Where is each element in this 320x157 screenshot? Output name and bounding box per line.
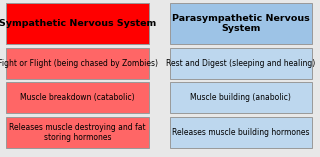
- FancyBboxPatch shape: [170, 3, 312, 44]
- FancyBboxPatch shape: [170, 48, 312, 78]
- FancyBboxPatch shape: [170, 82, 312, 113]
- FancyBboxPatch shape: [6, 48, 149, 78]
- FancyBboxPatch shape: [6, 82, 149, 113]
- Text: Muscle building (anabolic): Muscle building (anabolic): [190, 93, 291, 102]
- Text: Parasympathetic Nervous
System: Parasympathetic Nervous System: [172, 14, 310, 33]
- Text: Releases muscle building hormones: Releases muscle building hormones: [172, 128, 309, 137]
- FancyBboxPatch shape: [6, 3, 149, 44]
- Text: Rest and Digest (sleeping and healing): Rest and Digest (sleeping and healing): [166, 59, 316, 68]
- Text: Fight or Flight (being chased by Zombies): Fight or Flight (being chased by Zombies…: [0, 59, 157, 68]
- Text: Releases muscle destroying and fat
storing hormones: Releases muscle destroying and fat stori…: [9, 123, 146, 142]
- FancyBboxPatch shape: [170, 117, 312, 148]
- FancyBboxPatch shape: [6, 117, 149, 148]
- Text: Sympathetic Nervous System: Sympathetic Nervous System: [0, 19, 156, 28]
- Text: Muscle breakdown (catabolic): Muscle breakdown (catabolic): [20, 93, 135, 102]
